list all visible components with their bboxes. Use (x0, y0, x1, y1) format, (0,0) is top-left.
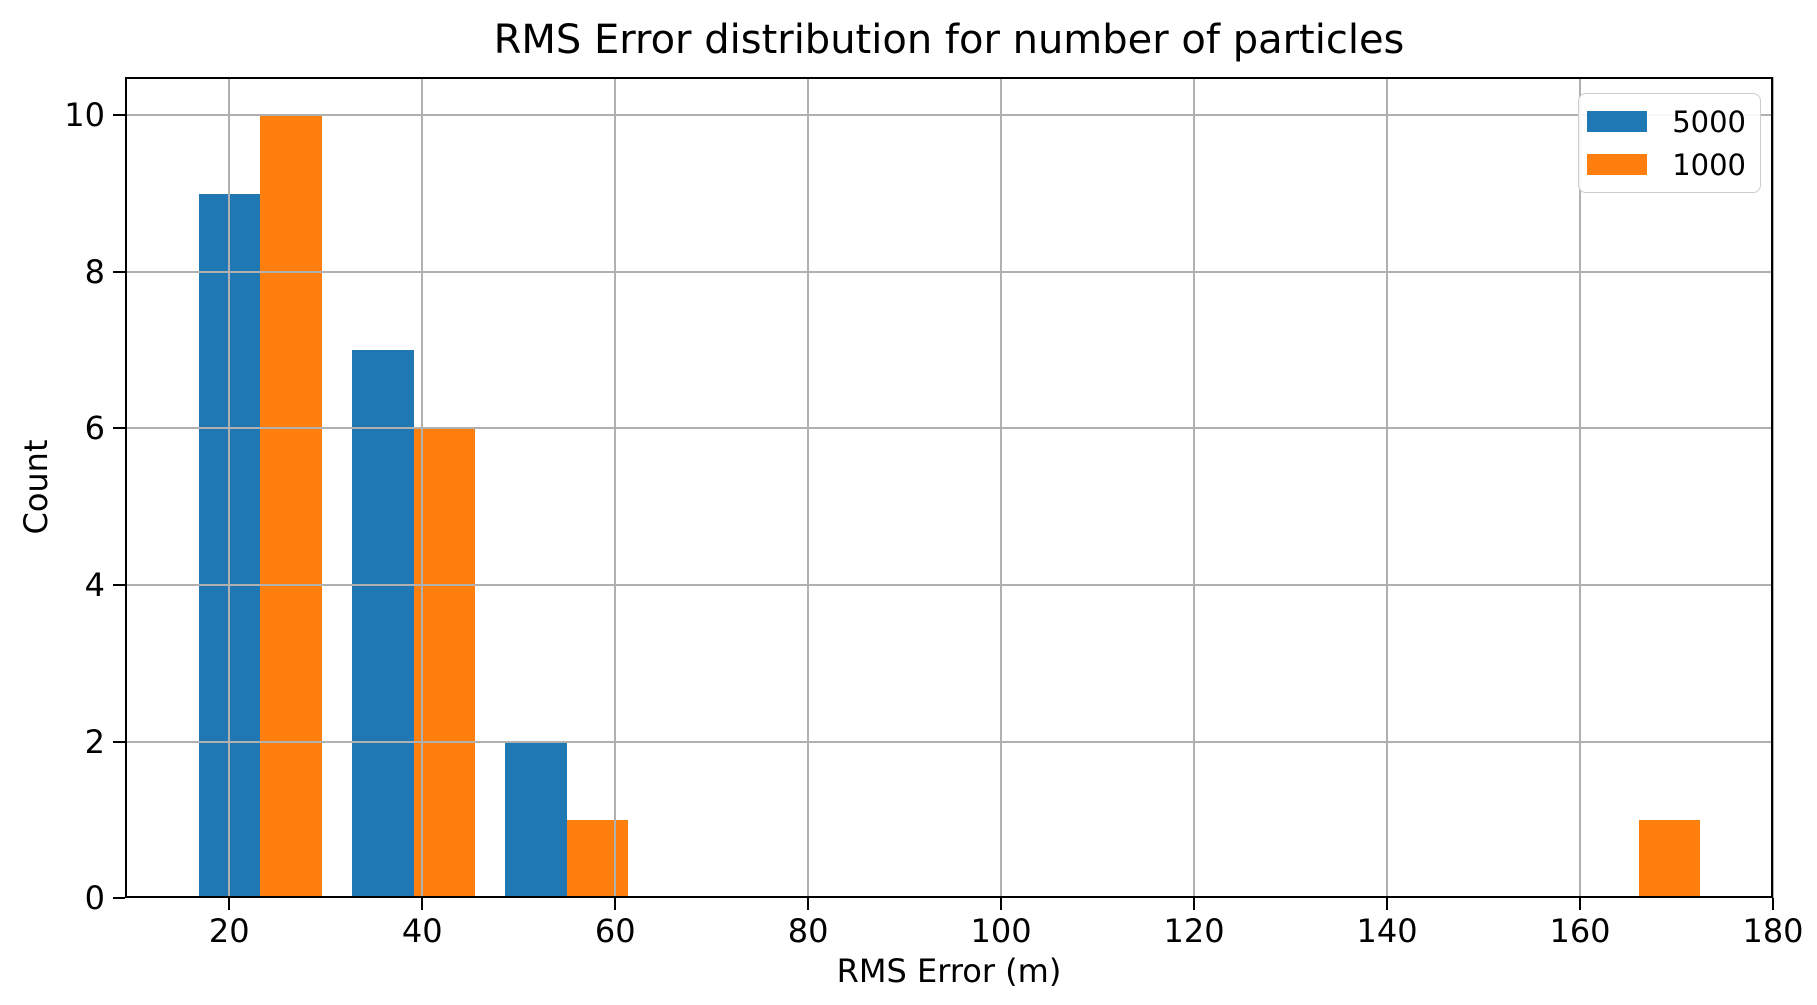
x-tick-100 (1000, 898, 1003, 910)
gridline-y-6 (125, 427, 1773, 430)
bar-5000-bin3 (505, 741, 567, 898)
x-tick-140 (1386, 898, 1389, 910)
legend-entry-5000: 5000 (1587, 103, 1746, 140)
bars-layer (125, 77, 1773, 898)
legend-entry-1000: 1000 (1587, 146, 1746, 183)
x-tick-160 (1579, 898, 1581, 910)
x-tick-180 (1772, 898, 1774, 910)
bar-5000-bin2 (352, 350, 414, 898)
x-tick-40 (421, 898, 424, 910)
legend-label-1000: 1000 (1672, 147, 1746, 182)
y-tick-label-10: 10 (64, 96, 105, 135)
legend-swatch-5000 (1587, 111, 1648, 132)
y-axis-label: Count (17, 439, 55, 535)
x-tick-label-180: 180 (1742, 912, 1804, 950)
x-tick-label-80: 80 (787, 912, 829, 950)
gridline-x-140 (1386, 77, 1389, 898)
ticks-layer: 20 40 60 80 100 120 140 160 180 0 2 4 6 8 10 (64, 77, 1803, 948)
x-tick-80 (807, 898, 810, 910)
x-tick-120 (1193, 898, 1196, 910)
y-tick-label-4: 4 (84, 565, 105, 604)
gridline-x-180 (1772, 77, 1774, 898)
y-tick-label-6: 6 (84, 409, 105, 448)
gridline-x-120 (1193, 77, 1196, 898)
y-tick-4 (113, 583, 125, 586)
gridline-y-4 (125, 583, 1773, 586)
legend: 5000 1000 (1578, 93, 1761, 193)
x-tick-label-140: 140 (1356, 912, 1418, 950)
gridline-x-60 (614, 77, 617, 898)
x-tick-label-120: 120 (1163, 912, 1225, 950)
gridline-y-2 (125, 740, 1773, 743)
gridline-y-8 (125, 270, 1773, 273)
plot-area: 20 40 60 80 100 120 140 160 180 0 2 4 6 8 10 5000 1000 (64, 77, 1804, 948)
legend-label-5000: 5000 (1672, 104, 1746, 139)
y-tick-2 (113, 740, 125, 743)
x-tick-label-160: 160 (1549, 912, 1611, 950)
gridline-x-160 (1579, 77, 1581, 898)
y-tick-label-8: 8 (84, 252, 105, 291)
bar-1000-bin3 (566, 819, 628, 898)
y-tick-label-2: 2 (84, 722, 105, 761)
legend-swatch-1000 (1587, 154, 1648, 175)
gridline-x-40 (421, 77, 424, 898)
x-tick-label-40: 40 (401, 912, 443, 950)
x-tick-label-100: 100 (970, 912, 1032, 950)
gridline-x-80 (807, 77, 810, 898)
x-tick-20 (228, 898, 231, 910)
y-tick-6 (113, 427, 125, 430)
x-tick-label-20: 20 (208, 912, 250, 950)
y-tick-0 (113, 897, 125, 899)
gridline-x-20 (228, 77, 231, 898)
gridline-y-10 (125, 114, 1773, 117)
x-tick-60 (614, 898, 617, 910)
bar-1000-bin2 (413, 428, 475, 898)
bar-1000-bin1 (260, 115, 322, 898)
bar-1000-bin10 (1638, 819, 1700, 898)
x-axis-label: RMS Error (m) (836, 952, 1062, 990)
y-tick-8 (113, 270, 125, 273)
grid-layer (125, 77, 1774, 898)
gridline-x-100 (1000, 77, 1003, 898)
chart-title: RMS Error distribution for number of par… (493, 17, 1405, 63)
y-tick-label-0: 0 (84, 879, 105, 917)
y-tick-10 (113, 114, 125, 117)
x-tick-label-60: 60 (594, 912, 636, 950)
